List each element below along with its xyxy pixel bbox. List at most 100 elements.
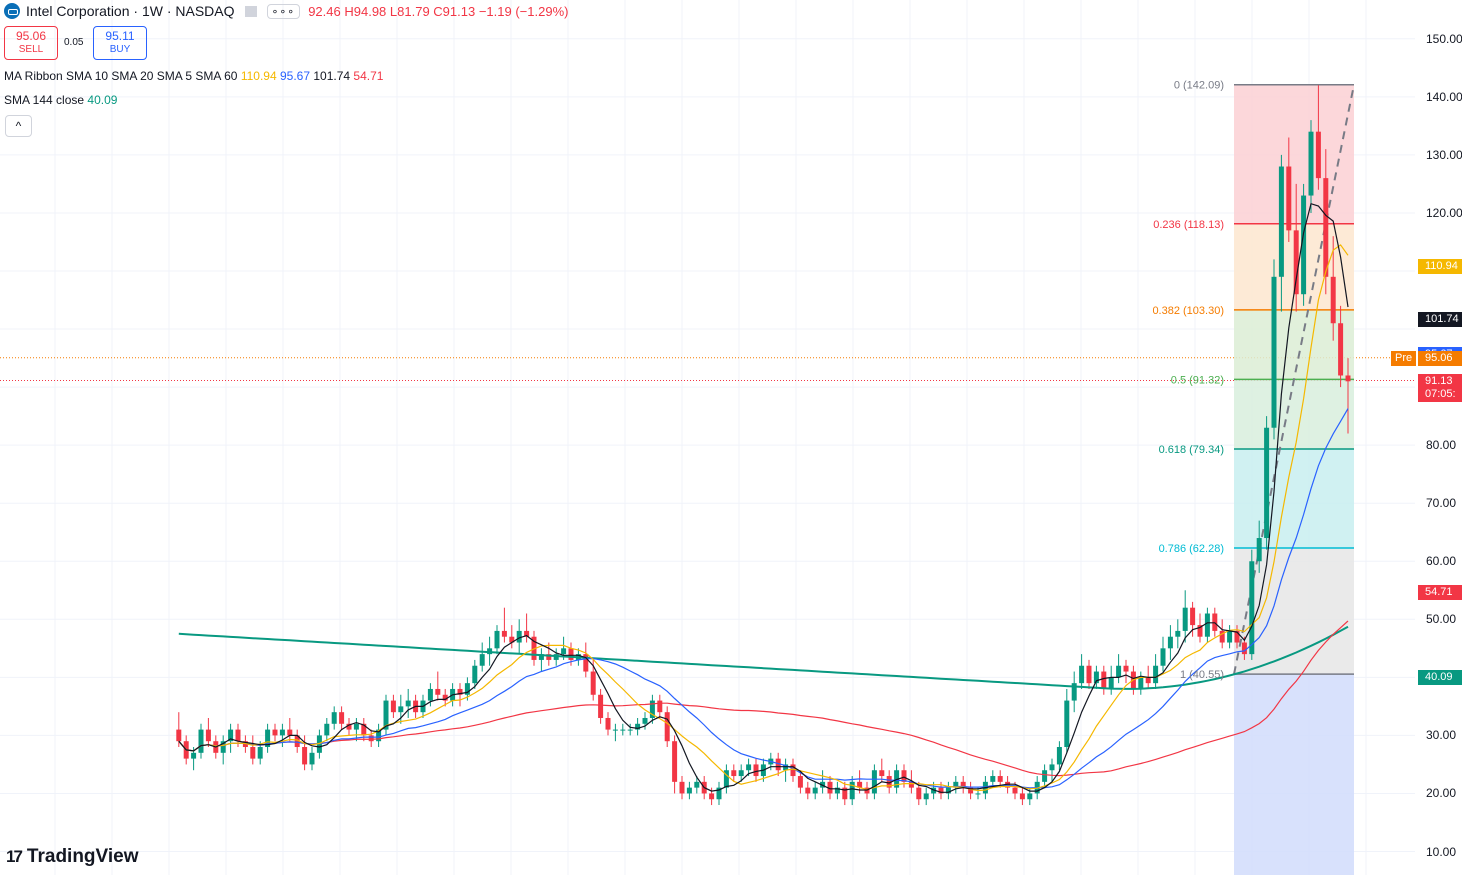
candle <box>753 758 759 782</box>
candle <box>324 717 330 742</box>
candle-body <box>672 741 678 782</box>
ohlc-open: 92.46 <box>308 3 341 19</box>
candle-body <box>516 630 522 643</box>
candle-body <box>1138 677 1144 689</box>
candle-body <box>1301 195 1307 295</box>
candle-body <box>968 787 974 794</box>
sma144-legend[interactable]: SMA 144 close 40.09 <box>4 93 117 107</box>
candle <box>797 770 803 794</box>
candle-body <box>960 781 966 788</box>
candle-body <box>427 688 433 701</box>
candle <box>524 613 530 643</box>
price-tick-label: 20.00 <box>1426 786 1457 801</box>
candle <box>1116 654 1122 684</box>
candle-body <box>1153 665 1159 684</box>
candle-body <box>1197 625 1203 637</box>
candle <box>805 781 811 800</box>
candle <box>605 712 611 736</box>
candle-body <box>176 729 182 742</box>
ohlc-high: H94.98 <box>344 3 387 19</box>
symbol-title[interactable]: Intel Corporation · 1W · NASDAQ <box>26 3 235 19</box>
candle-body <box>716 787 722 800</box>
fib-zone <box>1234 309 1354 380</box>
candle-body <box>1064 700 1070 748</box>
candle <box>346 717 352 736</box>
buy-button[interactable]: 95.11 BUY <box>93 26 147 60</box>
square-icon[interactable] <box>244 5 257 17</box>
candle <box>1204 607 1210 643</box>
candle <box>1227 625 1233 649</box>
candle <box>220 735 226 765</box>
sell-price: 95.06 <box>15 29 47 43</box>
candle-body <box>938 787 944 794</box>
candle <box>1308 120 1314 213</box>
candle-body <box>731 770 737 777</box>
candle <box>250 735 256 765</box>
candle <box>990 770 996 788</box>
candle <box>886 770 892 794</box>
candle-body <box>1116 665 1122 678</box>
candle-body <box>975 793 981 795</box>
premarket-tag: Pre <box>1391 350 1416 366</box>
candle <box>664 706 670 748</box>
buy-label: BUY <box>109 44 131 55</box>
candle <box>975 787 981 800</box>
candle-body <box>1167 636 1173 649</box>
candle <box>494 625 500 655</box>
candle-body <box>1219 630 1225 643</box>
price-badge: 110.94 <box>1418 258 1462 274</box>
candle <box>1042 764 1048 788</box>
candle-body <box>686 787 692 794</box>
candle-body <box>501 630 507 637</box>
candle <box>1079 654 1085 689</box>
sell-button[interactable]: 95.06 SELL <box>4 26 58 60</box>
candle-body <box>553 654 559 660</box>
fib-level-label: 1 (40.55) <box>1180 669 1224 681</box>
candle <box>731 764 737 782</box>
price-tick-label: 140.00 <box>1426 89 1462 104</box>
candle <box>472 659 478 689</box>
collapse-legend-button[interactable]: ^ <box>5 115 32 137</box>
spread-value: 0.05 <box>64 37 84 48</box>
candle-body <box>205 729 211 742</box>
more-menu-button[interactable]: ∘∘∘ <box>266 3 301 19</box>
candle-body <box>339 712 345 724</box>
candle <box>1160 636 1166 672</box>
ma-ribbon-legend[interactable]: MA Ribbon SMA 10 SMA 20 SMA 5 SMA 60 110… <box>4 69 383 83</box>
candle-body <box>1271 276 1277 428</box>
candle-body <box>901 770 907 782</box>
candle <box>287 717 293 742</box>
candle-body <box>694 781 700 788</box>
candle-body <box>1019 793 1025 800</box>
candle-body <box>805 787 811 794</box>
candle <box>1234 625 1240 649</box>
candle-body <box>1345 375 1351 382</box>
sma20-line <box>178 408 1349 789</box>
candle-body <box>457 688 463 695</box>
candle <box>383 694 389 736</box>
tradingview-mark-icon: 17 <box>6 847 23 866</box>
candle <box>1019 787 1025 806</box>
candle-body <box>524 630 530 637</box>
price-badge: 101.74 <box>1418 311 1462 327</box>
candle-body <box>598 694 604 718</box>
candle-body <box>923 793 929 800</box>
candle <box>849 776 855 806</box>
price-tick-label: 50.00 <box>1426 612 1457 627</box>
fib-level-label: 0.786 (62.28) <box>1159 543 1224 555</box>
candle-body <box>605 717 611 730</box>
candle <box>1071 671 1077 713</box>
candle-body <box>1108 677 1114 689</box>
candle <box>302 735 308 771</box>
sma60-line <box>178 620 1349 777</box>
tradingview-logo[interactable]: 17 TradingView <box>6 846 139 868</box>
candle-body <box>649 700 655 718</box>
candle-body <box>627 729 633 731</box>
candle-body <box>435 688 441 695</box>
candle-body <box>1049 764 1055 771</box>
candle-body <box>1093 671 1099 684</box>
ohlc-readout: 92.46 H94.98 L81.79 C91.13 −1.19 (−1.29%… <box>308 4 568 19</box>
candle <box>583 642 589 678</box>
candle <box>1101 665 1107 695</box>
